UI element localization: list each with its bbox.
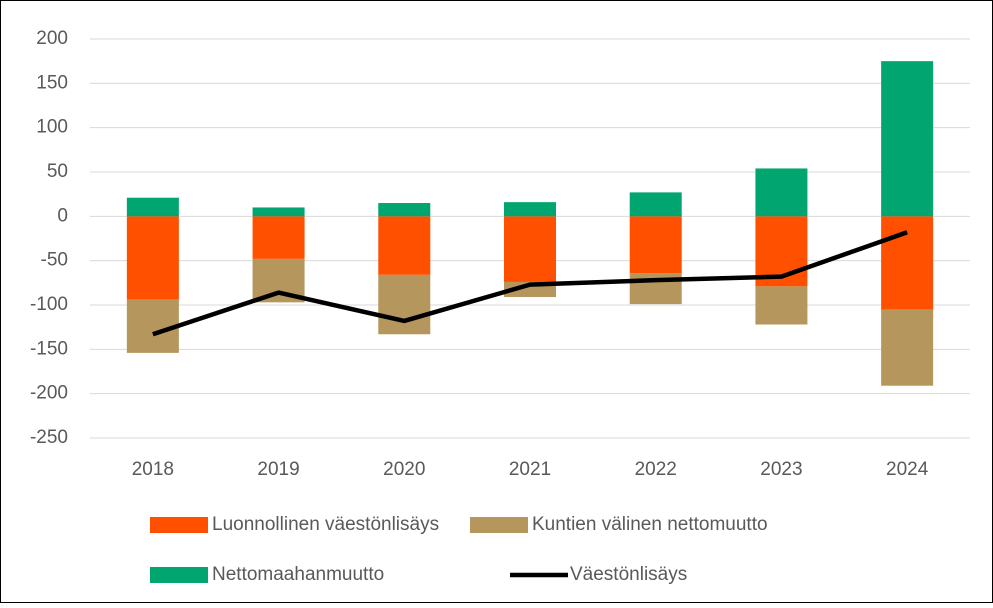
y-tick-label: 150 [36,72,68,93]
x-tick-label: 2024 [886,459,929,480]
bar [755,168,808,217]
bar [126,216,179,300]
bar [881,309,934,386]
bar [252,207,305,217]
bar [378,216,431,275]
x-tick-label: 2019 [257,459,299,480]
line [152,230,908,337]
legend-swatch [150,517,208,533]
x-tick-label: 2021 [509,459,551,480]
bar [881,61,934,217]
y-tick-label: 0 [57,205,68,226]
y-tick-label: -50 [41,250,68,271]
bar [629,216,682,274]
bar [629,192,682,217]
legend-label: Väestönlisäys [570,564,687,585]
y-tick-label: 50 [47,161,68,182]
bar [378,274,431,335]
y-tick-label: 200 [36,28,68,49]
legend-label: Luonnollinen väestönlisäys [212,514,439,535]
x-tick-label: 2022 [635,459,677,480]
x-tick-label: 2018 [132,459,174,480]
y-tick-label: 100 [36,117,68,138]
x-tick-label: 2020 [383,459,425,480]
y-tick-label: -200 [30,383,68,404]
bar [504,202,556,217]
legend-label: Kuntien välinen nettomuutto [532,514,768,535]
y-tick-label: -100 [30,294,68,315]
bar [252,216,305,259]
y-tick-label: -250 [30,427,68,448]
legend-label: Nettomaahanmuutto [212,564,384,585]
legend-swatch [150,567,208,583]
y-tick-label: -150 [30,338,68,359]
bar [881,216,934,310]
bar [755,286,808,325]
bar [126,197,179,217]
legend-swatch [470,517,528,533]
bar [378,203,431,217]
bar [504,216,556,282]
x-tick-label: 2023 [760,459,802,480]
